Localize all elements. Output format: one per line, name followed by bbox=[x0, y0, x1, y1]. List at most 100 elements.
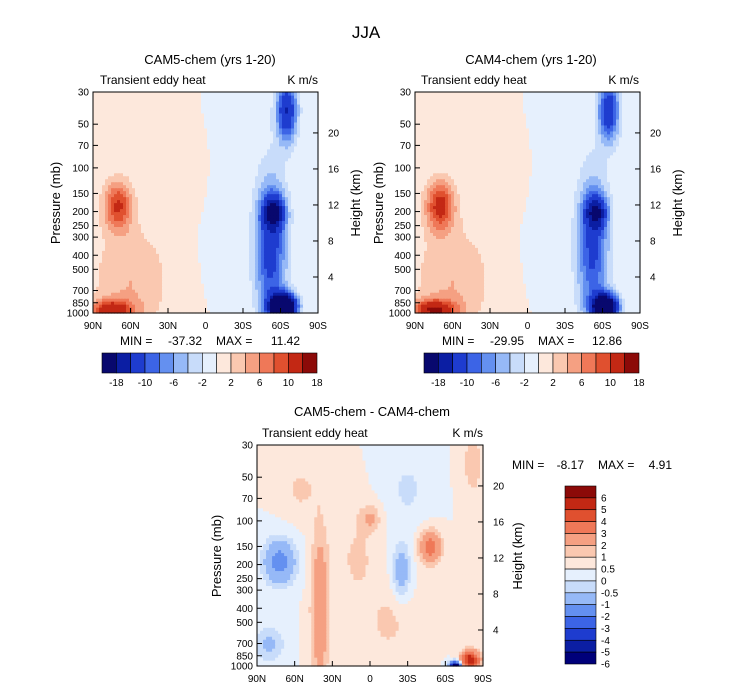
contour-cell bbox=[183, 247, 187, 251]
contour-cell bbox=[99, 280, 103, 284]
contour-cell bbox=[252, 136, 256, 141]
contour-cell bbox=[156, 190, 160, 195]
contour-cell bbox=[204, 265, 208, 269]
contour-cell bbox=[261, 256, 265, 260]
contour-cell bbox=[186, 307, 190, 311]
contour-cell bbox=[240, 271, 244, 275]
contour-cell bbox=[108, 280, 112, 284]
contour-cell bbox=[105, 184, 109, 189]
contour-cell bbox=[264, 262, 268, 266]
contour-cell bbox=[162, 130, 166, 135]
contour-cell bbox=[264, 127, 268, 132]
contour-cell bbox=[234, 139, 238, 144]
contour-cell bbox=[174, 232, 178, 236]
contour-cell bbox=[174, 229, 178, 233]
contour-cell bbox=[120, 181, 124, 186]
contour-cell bbox=[306, 157, 310, 162]
contour-cell bbox=[210, 286, 214, 290]
contour-cell bbox=[150, 154, 154, 159]
contour-cell bbox=[189, 178, 193, 183]
contour-cell bbox=[282, 118, 286, 123]
contour-cell bbox=[222, 301, 226, 305]
contour-cell bbox=[153, 193, 157, 198]
contour-cell bbox=[168, 286, 172, 290]
contour-cell bbox=[309, 130, 313, 135]
contour-cell bbox=[195, 205, 199, 210]
contour-cell bbox=[273, 229, 277, 233]
contour-cell bbox=[204, 139, 208, 144]
contour-cell bbox=[180, 244, 184, 248]
contour-cell bbox=[162, 226, 166, 230]
contour-cell bbox=[207, 271, 211, 275]
contour-cell bbox=[225, 190, 229, 195]
contour-cell bbox=[129, 160, 133, 165]
contour-cell bbox=[282, 289, 286, 293]
contour-cell bbox=[306, 124, 310, 129]
contour-cell bbox=[135, 268, 139, 272]
contour-cell bbox=[144, 304, 148, 308]
contour-cell bbox=[297, 274, 301, 278]
contour-cell bbox=[258, 301, 262, 305]
contour-cell bbox=[219, 277, 223, 281]
contour-cell bbox=[99, 160, 103, 165]
contour-cell bbox=[213, 127, 217, 132]
contour-cell bbox=[255, 244, 259, 248]
contour-cell bbox=[279, 163, 283, 168]
contour-cell bbox=[105, 223, 109, 227]
contour-cell bbox=[210, 253, 214, 257]
contour-cell bbox=[306, 268, 310, 272]
contour-cell bbox=[138, 193, 142, 198]
contour-cell bbox=[204, 157, 208, 162]
contour-cell bbox=[204, 133, 208, 138]
contour-cell bbox=[147, 157, 151, 162]
contour-cell bbox=[132, 148, 136, 153]
contour-cell bbox=[180, 274, 184, 278]
contour-cell bbox=[111, 205, 115, 210]
contour-cell bbox=[285, 166, 289, 171]
contour-cell bbox=[264, 187, 268, 192]
contour-cell bbox=[240, 127, 244, 132]
contour-cell bbox=[114, 184, 118, 189]
contour-cell bbox=[315, 301, 319, 305]
contour-cell bbox=[246, 124, 250, 129]
contour-cell bbox=[270, 232, 274, 236]
contour-cell bbox=[282, 214, 286, 219]
contour-cell bbox=[99, 283, 103, 287]
contour-cell bbox=[192, 193, 196, 198]
contour-cell bbox=[96, 214, 100, 219]
contour-cell bbox=[96, 241, 100, 245]
contour-cell bbox=[315, 274, 319, 278]
contour-cell bbox=[294, 250, 298, 254]
contour-cell bbox=[204, 208, 208, 213]
contour-cell bbox=[150, 295, 154, 299]
contour-cell bbox=[216, 151, 220, 156]
contour-cell bbox=[153, 307, 157, 311]
contour-cell bbox=[192, 268, 196, 272]
contour-cell bbox=[249, 241, 253, 245]
contour-cell bbox=[96, 247, 100, 251]
contour-cell bbox=[165, 151, 169, 156]
contour-cell bbox=[303, 199, 307, 204]
contour-cell bbox=[189, 115, 193, 120]
contour-cell bbox=[153, 148, 157, 153]
contour-cell bbox=[306, 175, 310, 180]
contour-cell bbox=[282, 196, 286, 201]
contour-cell bbox=[228, 202, 232, 207]
contour-cell bbox=[300, 124, 304, 129]
contour-cell bbox=[288, 226, 292, 230]
contour-cell bbox=[246, 139, 250, 144]
contour-cell bbox=[276, 154, 280, 159]
contour-cell bbox=[183, 121, 187, 126]
contour-cell bbox=[108, 166, 112, 171]
contour-cell bbox=[174, 247, 178, 251]
contour-cell bbox=[117, 235, 121, 239]
contour-cell bbox=[111, 301, 115, 305]
contour-cell bbox=[252, 193, 256, 198]
contour-cell bbox=[195, 187, 199, 192]
contour-cell bbox=[303, 136, 307, 141]
contour-plot: 90N 60N 30N 0 30S 60S 90S305070100150200250300… bbox=[67, 88, 340, 333]
contour-cell bbox=[168, 217, 172, 222]
contour-cell bbox=[204, 304, 208, 308]
contour-cell bbox=[312, 145, 316, 150]
contour-cell bbox=[192, 220, 196, 225]
